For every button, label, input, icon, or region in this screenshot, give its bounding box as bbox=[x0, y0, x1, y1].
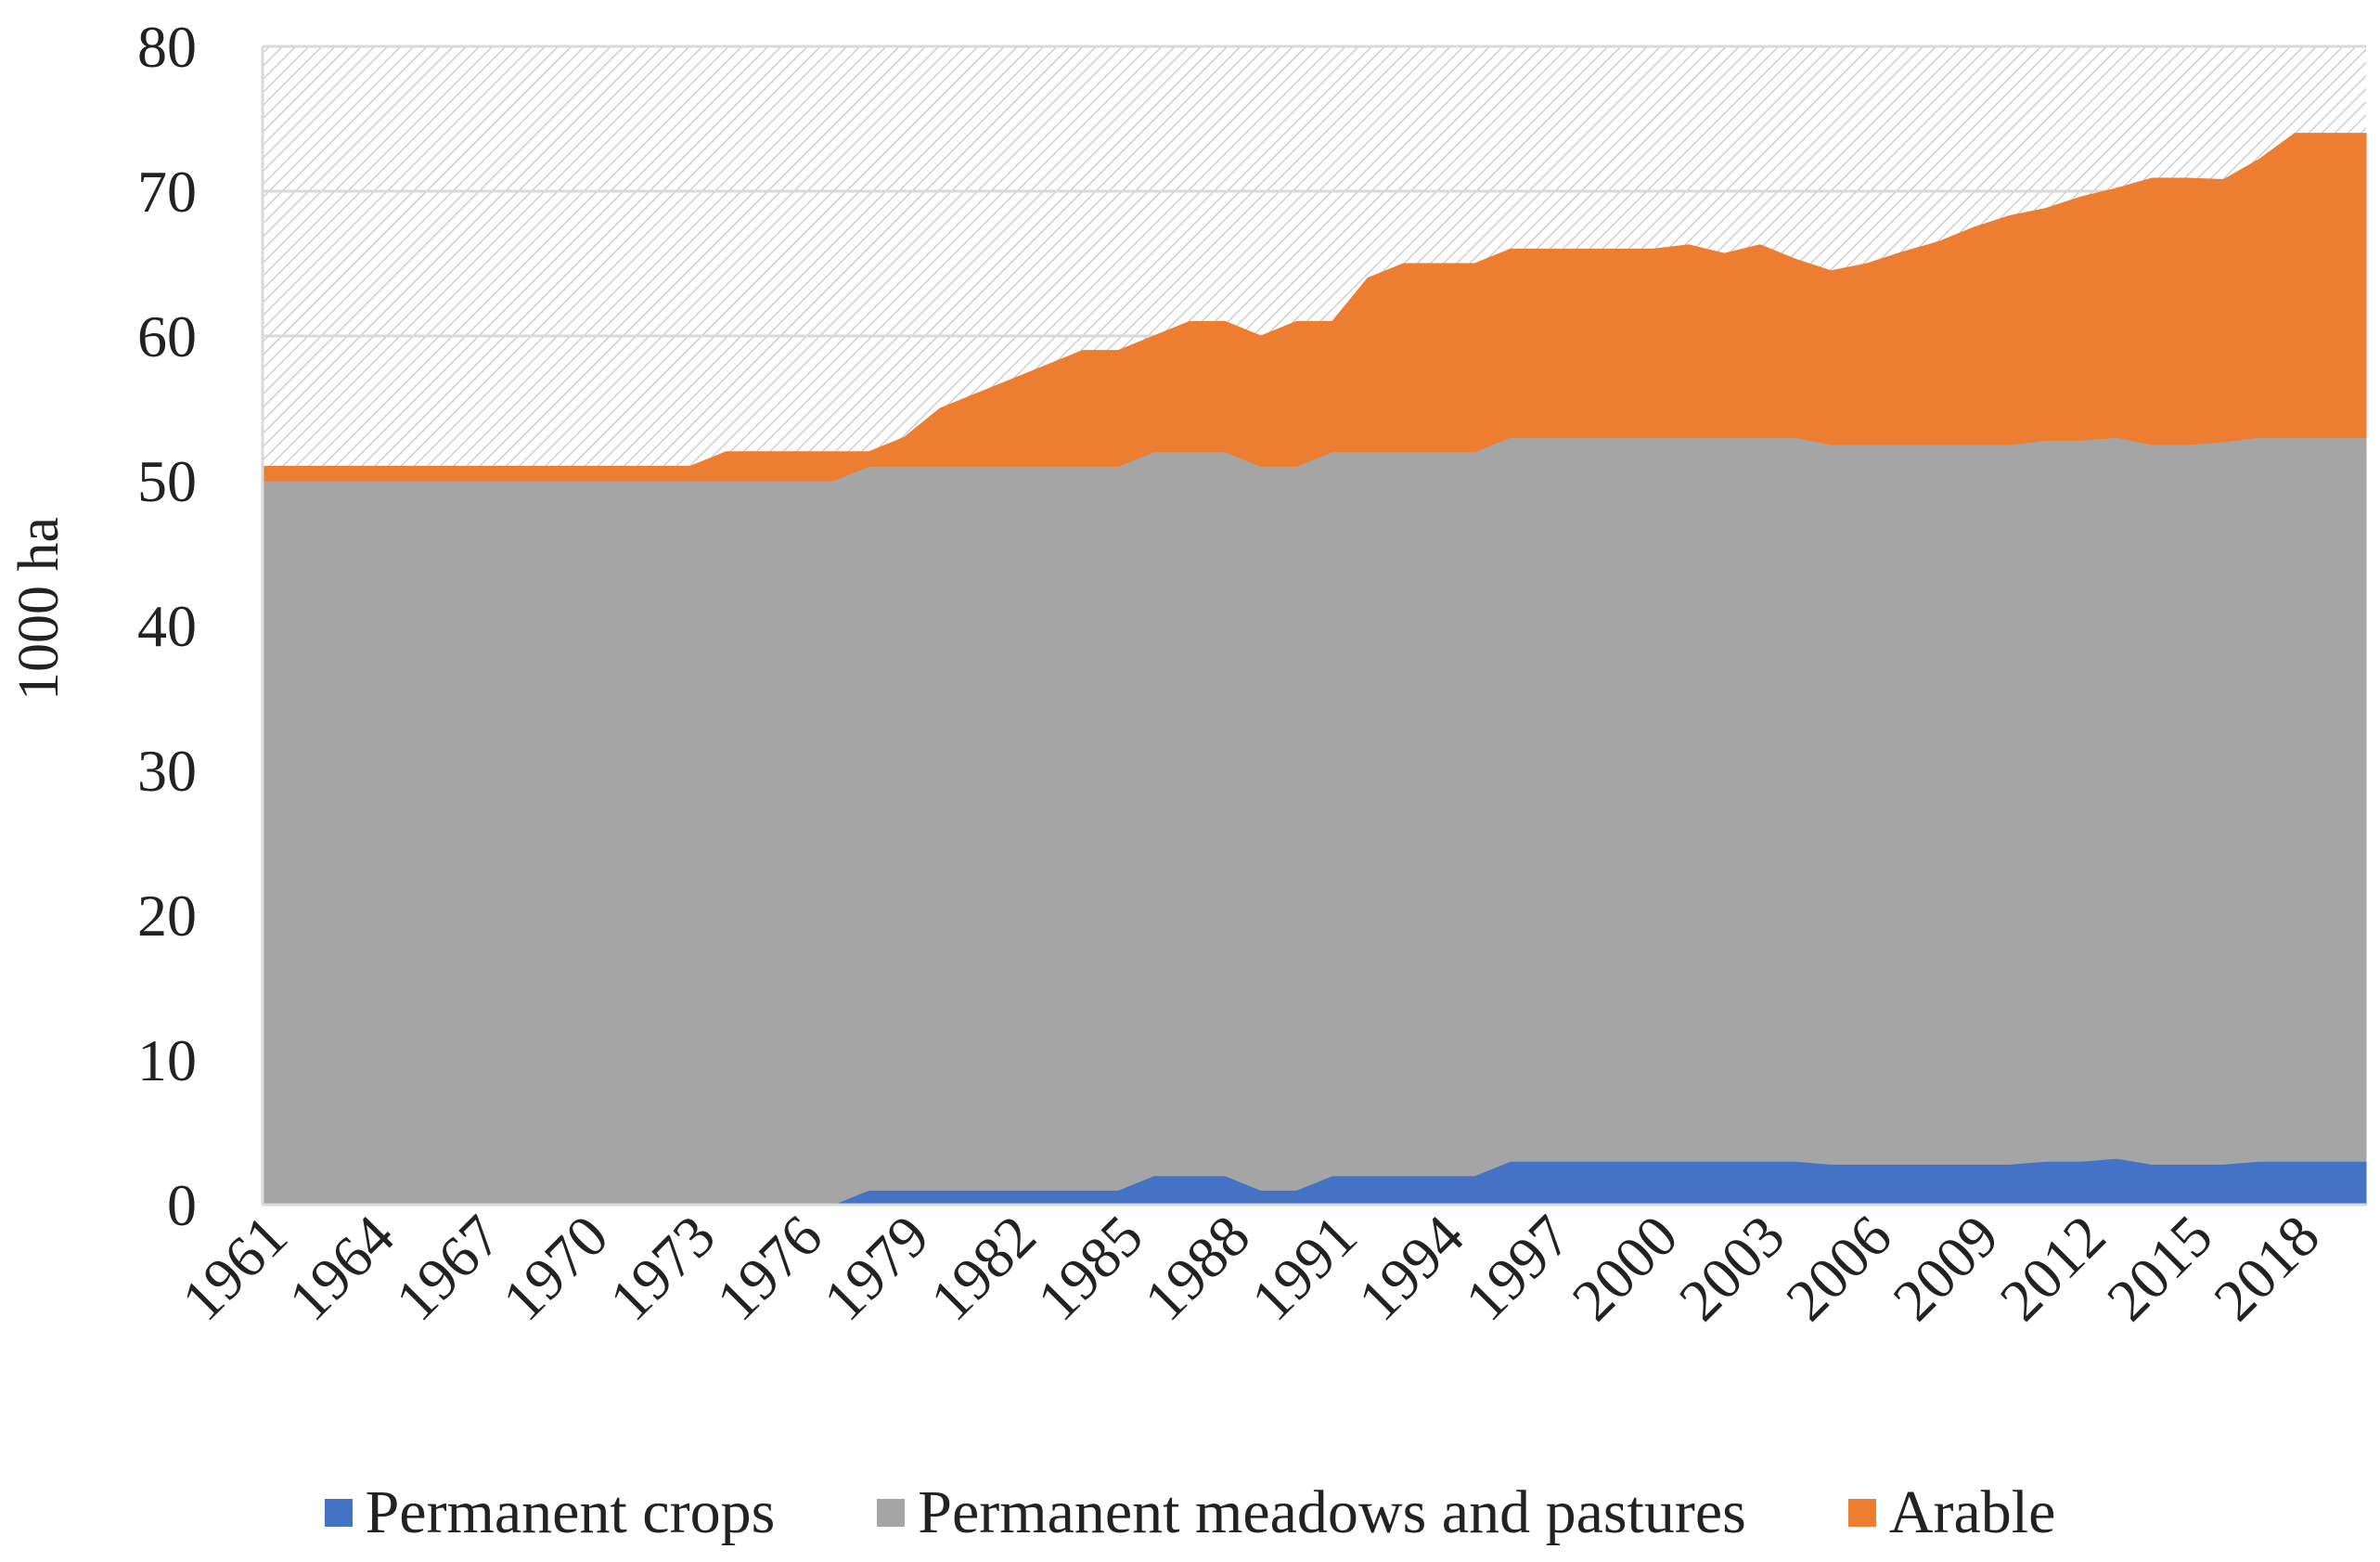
legend-swatch-permanent-meadows bbox=[877, 1499, 906, 1527]
y-tick-label-50: 50 bbox=[137, 448, 197, 514]
x-tick-label-1970: 1970 bbox=[490, 1203, 621, 1334]
x-tick-label-1985: 1985 bbox=[1024, 1203, 1155, 1334]
x-tick-label-2006: 2006 bbox=[1773, 1203, 1904, 1334]
x-tick-label-1991: 1991 bbox=[1239, 1203, 1370, 1334]
x-tick-label-1994: 1994 bbox=[1345, 1203, 1476, 1334]
area-series-permanent-meadows-and-pastures bbox=[262, 436, 2367, 1206]
y-tick-label-30: 30 bbox=[137, 738, 197, 804]
y-tick-label-20: 20 bbox=[137, 883, 197, 949]
area-series-arable bbox=[262, 133, 2367, 482]
x-tick-label-1967: 1967 bbox=[383, 1203, 514, 1334]
x-tick-label-2009: 2009 bbox=[1881, 1203, 2012, 1334]
legend-item-arable: Arable bbox=[1847, 1478, 2056, 1548]
legend-swatch-permanent-crops bbox=[324, 1499, 353, 1527]
legend-label-permanent-meadows: Permanent meadows and pastures bbox=[918, 1478, 1746, 1546]
x-tick-label-2003: 2003 bbox=[1666, 1203, 1797, 1334]
legend-label-permanent-crops: Permanent crops bbox=[365, 1478, 776, 1546]
x-tick-label-1982: 1982 bbox=[918, 1203, 1048, 1334]
x-tick-label-1988: 1988 bbox=[1132, 1203, 1263, 1334]
x-tick-label-2012: 2012 bbox=[1988, 1203, 2118, 1334]
x-tick-label-2015: 2015 bbox=[2094, 1203, 2225, 1334]
x-tick-label-1973: 1973 bbox=[597, 1203, 727, 1334]
y-tick-label-60: 60 bbox=[137, 303, 197, 369]
y-tick-label-70: 70 bbox=[137, 159, 197, 225]
x-tick-label-1976: 1976 bbox=[704, 1203, 835, 1334]
legend-item-permanent-crops: Permanent crops bbox=[324, 1478, 776, 1548]
y-tick-label-40: 40 bbox=[137, 593, 197, 659]
x-tick-label-1964: 1964 bbox=[276, 1203, 406, 1334]
y-tick-label-0: 0 bbox=[167, 1172, 197, 1238]
y-tick-label-80: 80 bbox=[137, 14, 197, 80]
y-axis-label: 1000 ha bbox=[7, 517, 71, 701]
x-tick-label-2000: 2000 bbox=[1560, 1203, 1691, 1334]
legend-label-arable: Arable bbox=[1888, 1478, 2056, 1546]
x-tick-label-2018: 2018 bbox=[2201, 1203, 2332, 1334]
legend-swatch-arable bbox=[1847, 1499, 1876, 1527]
y-tick-label-10: 10 bbox=[137, 1027, 197, 1093]
legend: Permanent crops Permanent meadows and pa… bbox=[0, 1471, 2380, 1555]
x-tick-label-1997: 1997 bbox=[1452, 1203, 1583, 1334]
legend-item-permanent-meadows: Permanent meadows and pastures bbox=[877, 1478, 1746, 1548]
x-tick-label-1979: 1979 bbox=[811, 1203, 942, 1334]
